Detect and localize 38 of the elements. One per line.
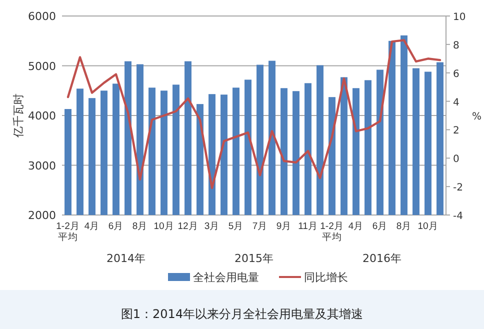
y2-axis-title: % [472, 112, 482, 122]
x-tick-label: 10月 [152, 221, 176, 232]
y2-tick-label: 6 [453, 68, 460, 80]
x-tick-label: 6月 [107, 221, 125, 232]
y2-tick-label: 0 [453, 154, 460, 166]
x-tick-label: 12月 [176, 221, 200, 232]
x-tick-label: 8月 [131, 221, 149, 232]
y-tick-label: 6000 [28, 10, 56, 23]
x-tick-label: 4月 [83, 221, 101, 232]
x-tick-label: 11月 [297, 221, 319, 232]
y-tick-label: 3000 [28, 159, 56, 172]
y2-tick-label: -2 [453, 182, 463, 194]
x-tick-label: 9月 [275, 221, 293, 232]
x-tick-label: 6月 [371, 221, 389, 232]
text: 2014年 [106, 252, 146, 265]
y-tick-label: 4000 [28, 110, 56, 122]
y2-tick-label: 10 [453, 12, 466, 23]
x-tick-label: 1-2月平均 [56, 221, 80, 243]
y2-tick-label: 8 [453, 40, 460, 52]
legend-label: 同比增长 [304, 271, 348, 284]
x-tick-label: 8月 [395, 221, 413, 232]
text: 2016年 [362, 252, 402, 265]
x-tick-label: 1-2月平均 [320, 221, 344, 243]
y-tick-label: 5000 [28, 60, 56, 73]
legend-label: 全社会用电量 [193, 271, 259, 284]
text: 2015年 [234, 252, 274, 265]
y2-tick-label: 4 [453, 97, 460, 108]
x-tick-label: 5月 [227, 221, 245, 232]
text: 图1：2014年以来分月全社会用电量及其增速 [120, 307, 364, 321]
y-tick-label: 2000 [28, 209, 56, 222]
y-axis-title: 亿千瓦时 [12, 94, 25, 138]
x-tick-label: 3月 [203, 221, 221, 232]
y2-tick-label: -4 [453, 211, 463, 222]
y2-tick-label: 2 [453, 126, 460, 137]
x-tick-label: 7月 [251, 221, 269, 232]
line-series [66, 39, 442, 190]
x-tick-label: 4月 [347, 221, 365, 232]
x-tick-label: 10月 [416, 221, 440, 232]
